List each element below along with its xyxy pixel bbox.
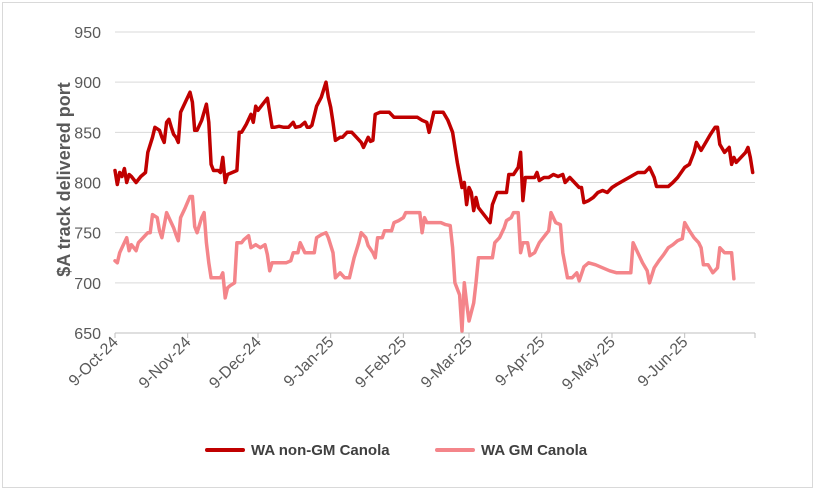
y-tick-label: 650 bbox=[74, 326, 101, 343]
x-tick-label: 9-Feb-25 bbox=[352, 334, 410, 392]
series-line-gm-canola bbox=[113, 194, 736, 333]
x-tick-label: 9-Nov-24 bbox=[136, 334, 195, 393]
y-tick-label: 850 bbox=[74, 125, 101, 142]
y-axis-title: $A track delivered port bbox=[54, 82, 74, 276]
series-line-non-gm-canola bbox=[113, 80, 755, 225]
series-lines bbox=[113, 80, 755, 333]
y-tick-label: 750 bbox=[74, 226, 101, 243]
y-axis-ticks: 650 700 750 800 850 900 950 bbox=[74, 25, 101, 343]
legend: WA non-GM Canola WA GM Canola bbox=[205, 442, 588, 459]
y-tick-label: 700 bbox=[74, 276, 101, 293]
x-tick-label: 9-Dec-24 bbox=[206, 334, 265, 393]
legend-label: WA GM Canola bbox=[481, 442, 588, 459]
x-tick-label: 9-Mar-25 bbox=[418, 334, 476, 392]
x-tick-label: 9-May-25 bbox=[559, 334, 619, 394]
x-tick-label: 9-Jan-25 bbox=[281, 334, 338, 391]
x-tick-label: 9-Apr-25 bbox=[492, 334, 548, 390]
legend-label: WA non-GM Canola bbox=[251, 442, 390, 459]
x-tick-label: 9-Jun-25 bbox=[635, 334, 692, 391]
y-tick-label: 800 bbox=[74, 176, 101, 193]
x-axis-ticks: 9-Oct-24 9-Nov-24 9-Dec-24 9-Jan-25 9-Feb-25… bbox=[66, 333, 756, 394]
y-tick-label: 950 bbox=[74, 25, 101, 42]
y-tick-label: 900 bbox=[74, 75, 101, 92]
